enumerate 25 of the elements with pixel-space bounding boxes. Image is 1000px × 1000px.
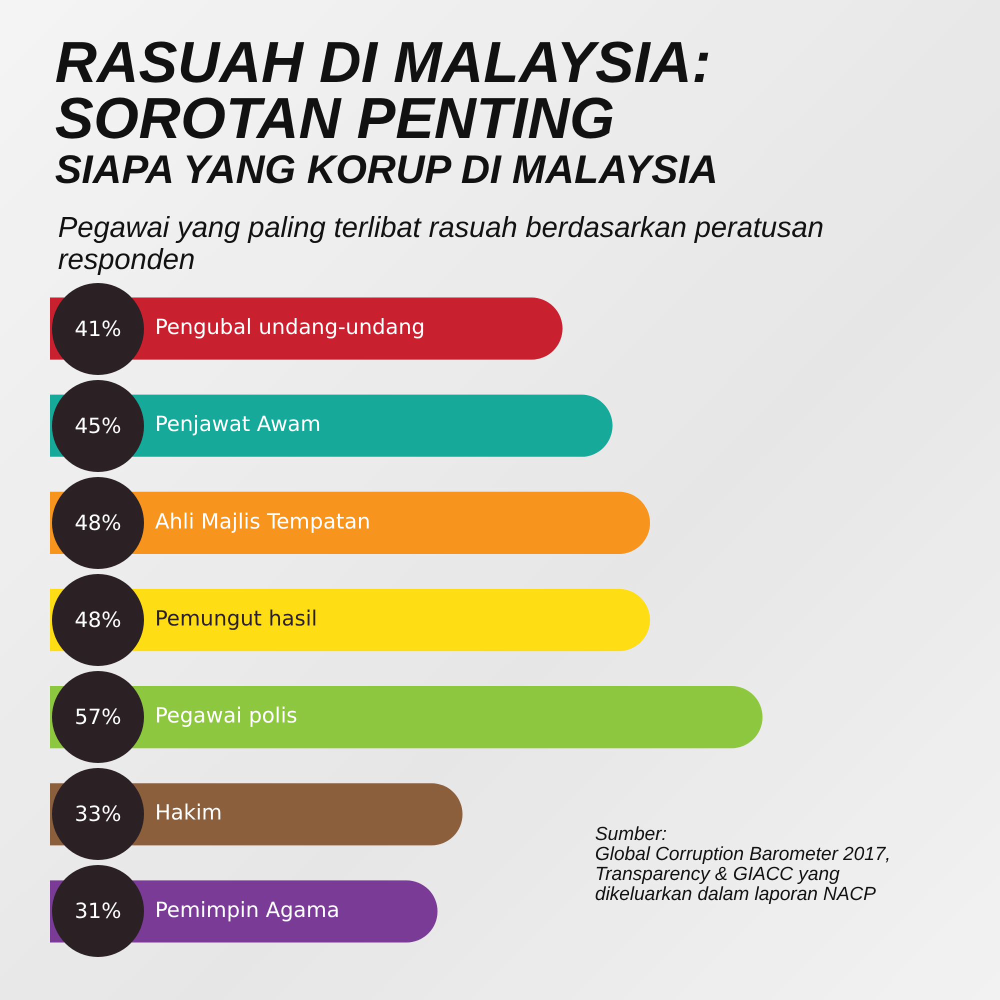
data-label: 45% <box>74 414 122 438</box>
y-tick-label: Pengubal undang-undang <box>155 315 425 340</box>
circle-badge: 31% <box>52 865 144 958</box>
chart-title: RASUAH DI MALAYSIA: SOROTAN PENTING <box>55 30 712 151</box>
data-label: 41% <box>74 316 122 341</box>
circle-badge: 33% <box>52 768 144 860</box>
y-tick-label: Pegawai polis <box>155 704 298 728</box>
y-tick-label: Ahli Majlis Tempatan <box>155 509 370 534</box>
data-label: 31% <box>74 899 122 924</box>
circle-badge: 41% <box>52 282 144 375</box>
y-tick-label: Pemimpin Agama <box>155 898 340 922</box>
chart-subtitle: SIAPA YANG KORUP DI MALAYSIA <box>55 148 718 193</box>
circle-badge: 57% <box>52 671 144 764</box>
data-label: 48% <box>74 608 122 632</box>
annotation: Sumber: Global Corruption Barometer 2017, Transparency & GIACC yang dikeluarkan dalam laporan NACP <box>595 824 891 905</box>
y-tick-label: Penjawat Awam <box>155 412 321 436</box>
data-label: 33% <box>74 802 122 826</box>
text: Pegawai yang paling terlibat rasuah berdasarkan peratusan responden <box>58 212 825 276</box>
data-label: 48% <box>74 510 122 535</box>
circle-badge: 48% <box>52 476 144 569</box>
circle-badge: 48% <box>52 574 144 666</box>
y-tick-label: Pemungut hasil <box>155 606 318 630</box>
circle-badge: 45% <box>52 380 144 472</box>
data-label: 57% <box>74 705 122 730</box>
y-tick-label: Hakim <box>155 800 222 825</box>
